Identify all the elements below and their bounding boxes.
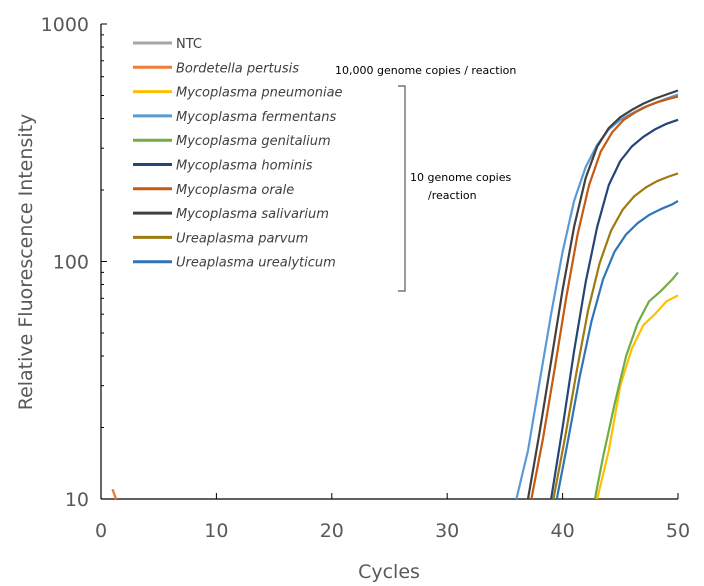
legend-label-3: Mycoplasma fermentans (176, 110, 336, 125)
legend-label-1: Bordetella pertusis (176, 61, 299, 76)
x-tick-label: 20 (320, 520, 344, 542)
series-line-4 (593, 271, 679, 500)
legend-label-6: Mycoplasma orale (176, 183, 294, 198)
legend-label-9: Ureaplasma urealyticum (176, 256, 336, 271)
x-axis-label: Cycles (358, 561, 420, 583)
legend-label-4: Mycoplasma genitalium (176, 134, 331, 149)
annotation-10-copies-line1: 10 genome copies (410, 171, 512, 184)
tick-labels: 0 10 20 30 40 50 10 100 1000 (41, 14, 690, 542)
x-tick-label: 0 (95, 520, 107, 542)
legend-label-0: NTC (176, 37, 202, 52)
series-line-9 (555, 199, 679, 500)
y-tick-label: 1000 (41, 14, 89, 36)
series-line-1 (111, 488, 118, 500)
y-axis-label: Relative Fluorescence Intensity (15, 114, 37, 411)
y-tick-label: 10 (65, 489, 89, 511)
series-line-5 (550, 118, 679, 500)
x-tick-label: 50 (666, 520, 690, 542)
x-tick-label: 10 (204, 520, 228, 542)
series-line-6 (530, 95, 679, 500)
legend-label-2: Mycoplasma pneumoniae (176, 86, 343, 101)
x-tick-label: 40 (551, 520, 575, 542)
y-tick-label: 100 (53, 252, 89, 274)
annotation-bracket (398, 85, 406, 292)
annotation-10-copies-line2: /reaction (428, 189, 477, 202)
plot-lines (111, 89, 679, 500)
legend-label-8: Ureaplasma parvum (176, 231, 308, 246)
axes (100, 23, 679, 500)
legend: NTC Bordetella pertusis Mycoplasma pneumon… (133, 37, 343, 271)
x-tick-label: 30 (435, 520, 459, 542)
series-line-8 (552, 172, 679, 500)
series-line-7 (526, 89, 679, 500)
legend-label-5: Mycoplasma hominis (176, 159, 313, 174)
annotation-10000-copies: 10,000 genome copies / reaction (335, 64, 516, 77)
legend-label-7: Mycoplasma salivarium (176, 207, 329, 222)
series-line-2 (596, 294, 679, 500)
